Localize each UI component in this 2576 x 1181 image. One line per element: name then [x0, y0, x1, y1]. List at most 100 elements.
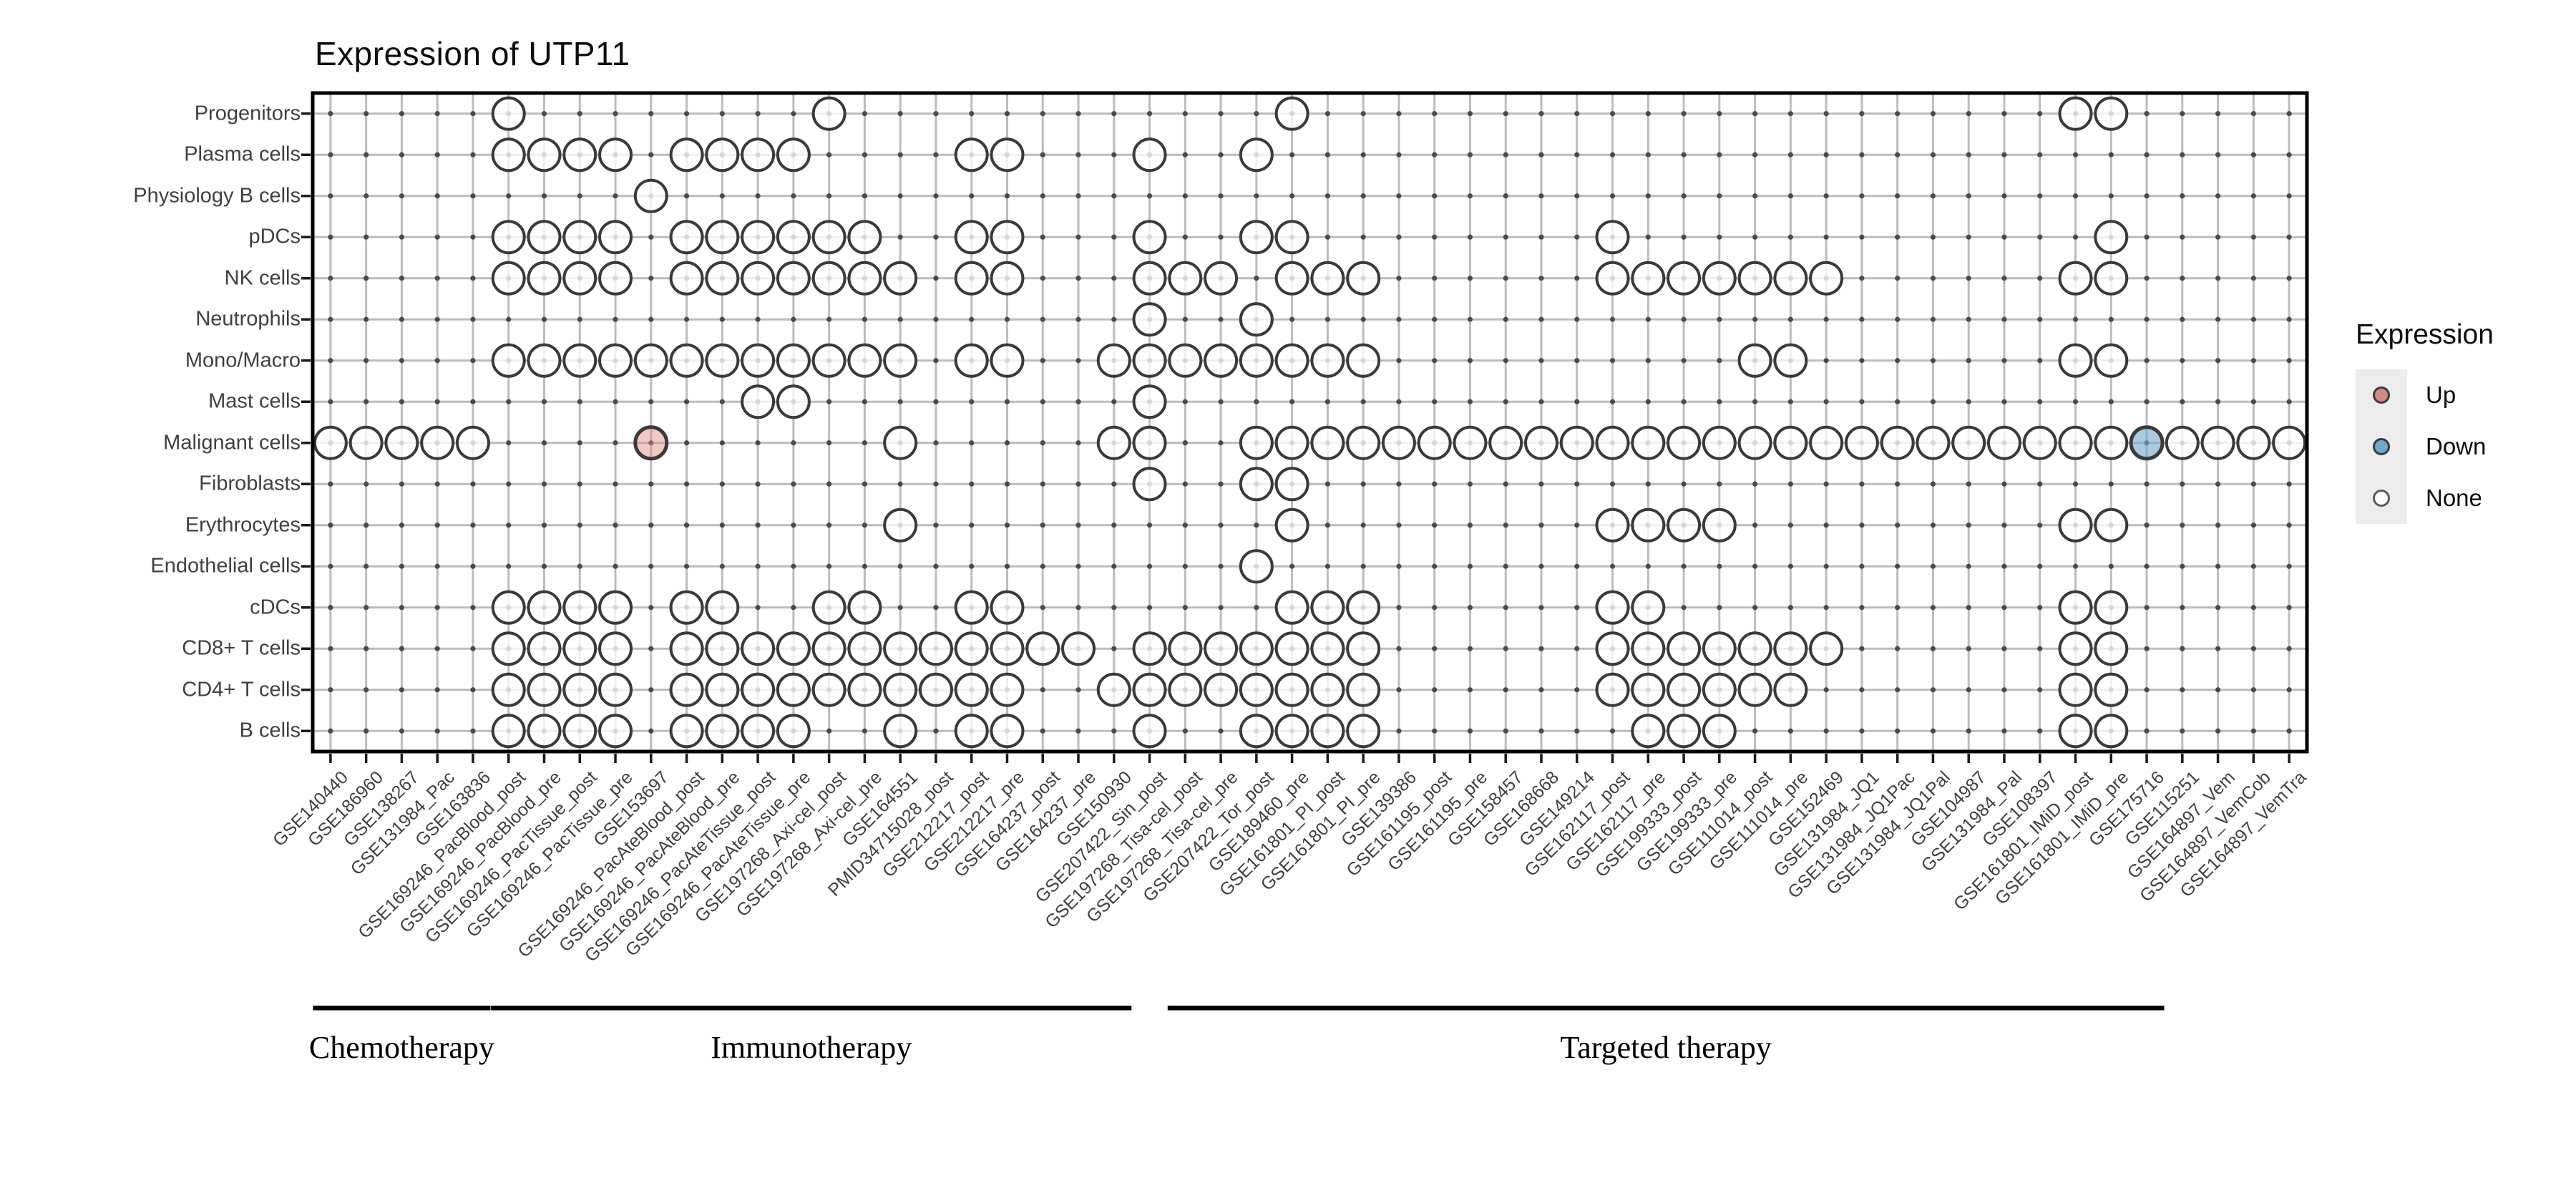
grid-dot: [1930, 234, 1936, 240]
grid-dot: [1752, 605, 1758, 611]
grid-dot: [2180, 563, 2185, 569]
expression-dot: [1239, 631, 1274, 666]
grid-dot: [1859, 605, 1865, 611]
grid-dot: [1503, 276, 1508, 281]
down-dot-icon: [2373, 438, 2390, 455]
grid-dot: [1823, 193, 1829, 199]
grid-dot: [1895, 234, 1901, 240]
grid-dot: [470, 728, 476, 734]
grid-dot: [1859, 563, 1865, 569]
grid-dot: [969, 523, 975, 528]
grid-dot: [719, 440, 725, 446]
expression-dot: [562, 714, 597, 749]
grid-dot: [648, 234, 654, 240]
expression-dot: [811, 590, 847, 625]
grid-dot: [2180, 234, 2185, 240]
grid-dot: [1467, 523, 1473, 528]
expression-dot: [1737, 631, 1772, 666]
grid-dot: [2180, 276, 2185, 281]
expression-dot: [883, 425, 918, 460]
grid-dot: [1538, 481, 1544, 487]
grid-dot: [1432, 687, 1438, 693]
grid-dot: [1182, 193, 1188, 199]
expression-dot: [811, 631, 847, 666]
grid-dot: [1823, 358, 1829, 364]
grid-dot: [2001, 523, 2007, 528]
expression-dot: [1631, 590, 1666, 625]
grid-dot: [648, 563, 654, 569]
grid-dot: [1075, 399, 1081, 404]
grid-dot: [1111, 111, 1117, 117]
grid-dot: [1538, 276, 1544, 281]
grid-dot: [1075, 193, 1081, 199]
grid-dot: [1895, 276, 1901, 281]
grid-dot: [1111, 523, 1117, 528]
expression-dot: [1274, 507, 1309, 543]
grid-dot: [1396, 481, 1402, 487]
expression-dot: [1096, 343, 1131, 378]
grid-dot: [1182, 523, 1188, 528]
grid-dot: [1432, 234, 1438, 240]
grid-dot: [1218, 234, 1224, 240]
grid-dot: [1859, 234, 1865, 240]
grid-dot: [1787, 563, 1793, 569]
group-label: Immunotherapy: [711, 1030, 912, 1065]
expression-dot: [990, 714, 1025, 749]
expression-dot: [669, 137, 704, 172]
grid-dot: [1966, 111, 1971, 117]
row-label: Mast cells: [208, 389, 301, 413]
grid-dot: [1823, 234, 1829, 240]
expression-legend: Expression Up Down None: [2356, 319, 2494, 524]
expression-dot: [1773, 631, 1808, 666]
grid-dot: [577, 523, 582, 528]
expression-dot: [1809, 425, 1844, 460]
grid-dot: [1075, 358, 1081, 364]
grid-dot: [1681, 234, 1687, 240]
grid-dot: [434, 276, 440, 281]
grid-dot: [2215, 523, 2221, 528]
grid-dot: [1111, 399, 1117, 404]
grid-dot: [1930, 276, 1936, 281]
grid-dot: [2072, 399, 2079, 404]
expression-dot: [1809, 261, 1844, 296]
grid-dot: [1752, 523, 1758, 528]
grid-dot: [2037, 111, 2043, 117]
row-label: Mono/Macro: [185, 349, 301, 372]
grid-dot: [328, 605, 333, 611]
grid-dot: [1004, 523, 1010, 528]
grid-dot: [1218, 193, 1224, 199]
expression-dot: [527, 590, 562, 625]
expression-dot: [348, 425, 384, 460]
grid-dot: [2001, 276, 2007, 281]
grid-dot: [1396, 193, 1402, 199]
expression-dot: [1667, 261, 1702, 296]
grid-dot: [328, 276, 333, 281]
expression-dot: [1168, 631, 1203, 666]
grid-dot: [2180, 687, 2185, 693]
grid-dot: [1146, 523, 1153, 528]
expression-dot: [1310, 261, 1345, 296]
row-label: Erythrocytes: [185, 513, 301, 537]
grid-dot: [969, 563, 975, 569]
grid-dot: [755, 605, 761, 611]
expression-dot: [741, 631, 776, 666]
expression-dot: [1310, 425, 1345, 460]
grid-dot: [2250, 605, 2256, 611]
grid-dot: [1467, 399, 1473, 404]
expression-dot: [491, 220, 526, 255]
grid-dot: [399, 523, 405, 528]
grid-dot: [2037, 193, 2043, 199]
grid-dot: [1930, 687, 1936, 693]
grid-dot: [1111, 646, 1117, 651]
grid-dot: [1324, 523, 1330, 528]
grid-dot: [1787, 316, 1793, 322]
expression-dot: [883, 261, 918, 296]
grid-dot: [399, 276, 405, 281]
expression-dot: [1132, 714, 1167, 749]
row-label: Progenitors: [194, 102, 301, 125]
grid-dot: [791, 111, 796, 117]
grid-dot: [1574, 234, 1580, 240]
grid-dot: [683, 111, 690, 117]
expression-dot: [1310, 590, 1345, 625]
